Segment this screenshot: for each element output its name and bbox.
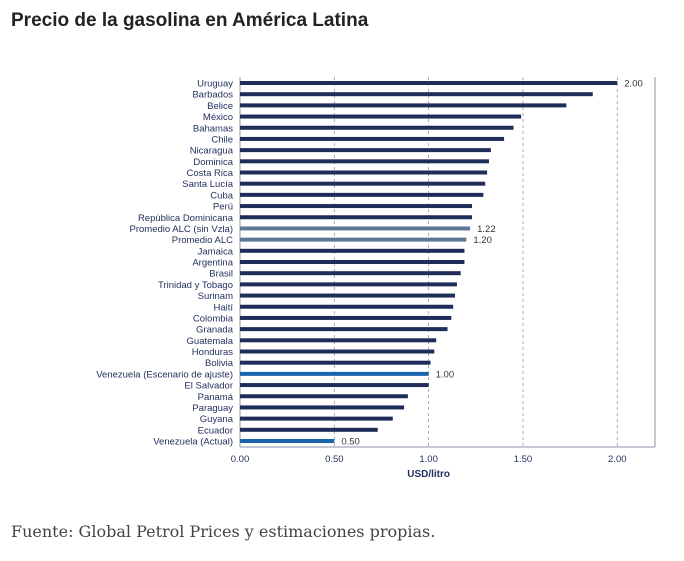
category-label: Cuba [210, 190, 233, 201]
bar [240, 405, 405, 410]
category-label: Belice [207, 101, 233, 112]
category-label: República Dominicana [138, 213, 234, 224]
category-label: Barbados [192, 90, 233, 101]
bar [240, 92, 593, 97]
category-label: Chile [211, 134, 233, 145]
bar [240, 427, 378, 432]
category-label: Guyana [200, 414, 234, 425]
category-label: Promedio ALC (sin Vzla) [130, 224, 233, 235]
category-label: Bahamas [193, 123, 233, 134]
bar [240, 192, 484, 197]
bar [240, 304, 454, 309]
bar [240, 215, 473, 220]
category-label: Granada [196, 325, 234, 336]
bar [240, 103, 567, 108]
bar [240, 260, 465, 264]
data-label: 0.50 [341, 437, 360, 448]
bar [240, 371, 429, 376]
bar [240, 338, 437, 343]
category-label: Trinidad y Tobago [158, 280, 233, 291]
category-label: Surinam [198, 291, 233, 302]
bar [240, 159, 489, 164]
bar [240, 114, 522, 119]
bar [240, 248, 465, 253]
bar [240, 327, 448, 332]
chart-title: Precio de la gasolina en América Latina [11, 10, 369, 31]
x-tick-label: 1.00 [419, 454, 438, 465]
data-label: 1.00 [436, 369, 455, 380]
category-label: Venezuela (Escenario de ajuste) [96, 369, 233, 380]
bar [240, 383, 429, 388]
category-label: Argentina [192, 258, 233, 269]
category-label: Paraguay [192, 403, 233, 414]
category-label: Promedio ALC [172, 235, 233, 246]
category-label: Brasil [209, 269, 233, 280]
bar [240, 416, 393, 421]
category-label: Guatemala [187, 336, 234, 347]
category-label: Nicaragua [190, 146, 234, 157]
x-axis-title: USD/litro [407, 469, 450, 480]
bar [240, 226, 471, 231]
bar [240, 170, 488, 175]
bar [240, 204, 473, 209]
source-note: Fuente: Global Petrol Prices y estimacio… [11, 522, 436, 541]
category-label: Venezuela (Actual) [153, 437, 233, 448]
bar [240, 237, 467, 242]
bar [240, 271, 461, 276]
bar [240, 293, 456, 298]
data-label: 1.22 [477, 224, 496, 235]
category-label: Bolivia [205, 358, 234, 369]
bar [240, 394, 408, 399]
bar [240, 315, 452, 320]
category-label: Colombia [193, 313, 234, 324]
category-label: Dominica [193, 157, 233, 168]
category-label: Haití [213, 302, 233, 313]
bar [240, 439, 335, 443]
category-label: Perú [213, 202, 233, 213]
x-tick-label: 1.50 [514, 454, 533, 465]
category-label: Honduras [192, 347, 233, 358]
bar [240, 349, 435, 354]
data-label: 1.20 [473, 235, 492, 246]
bar [240, 148, 491, 153]
bar [240, 81, 618, 85]
bar [240, 282, 457, 287]
category-label: Jamaica [198, 246, 234, 257]
x-tick-label: 2.00 [608, 454, 627, 465]
category-label: México [203, 112, 233, 123]
x-tick-label: 0.50 [325, 454, 344, 465]
category-label: Uruguay [197, 79, 233, 90]
bar [240, 181, 486, 186]
data-label: 2.00 [624, 79, 643, 90]
category-label: El Salvador [184, 381, 233, 392]
bar [240, 125, 514, 130]
bar [240, 136, 505, 141]
category-label: Ecuador [198, 425, 233, 436]
category-label: Costa Rica [187, 168, 234, 179]
category-label: Panamá [198, 392, 234, 403]
category-label: Santa Lucía [182, 179, 233, 190]
x-tick-label: 0.00 [231, 454, 250, 465]
bar [240, 360, 431, 365]
